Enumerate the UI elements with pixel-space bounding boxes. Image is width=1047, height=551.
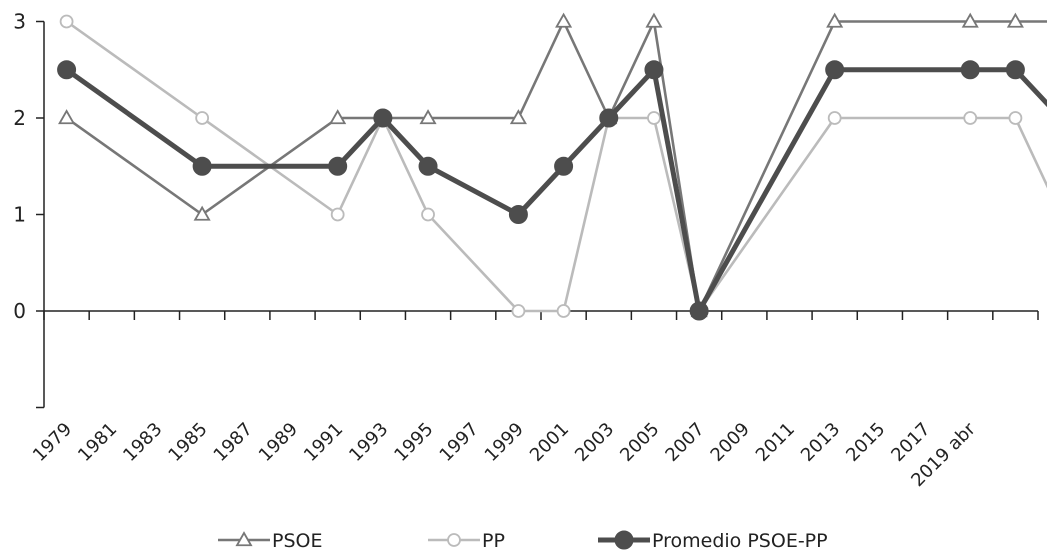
legend-item: Promedio PSOE-PP <box>598 530 828 551</box>
series-promedio-psoe-pp <box>57 60 1047 321</box>
y-tick-label: 3 <box>13 10 26 34</box>
legend-marker <box>614 530 634 550</box>
y-tick-label: 2 <box>13 106 26 130</box>
data-point <box>195 111 210 125</box>
legend-label: PSOE <box>272 530 322 551</box>
data-point <box>963 111 978 125</box>
chart-series <box>57 12 1047 321</box>
data-point <box>689 301 709 321</box>
x-tick-label: 2001 <box>526 419 573 466</box>
legend-marker <box>447 533 461 547</box>
chart-axes <box>43 21 1038 408</box>
data-point <box>1005 60 1025 80</box>
data-point <box>1008 111 1023 125</box>
data-point <box>647 111 661 125</box>
series-line <box>65 20 1047 313</box>
data-point <box>556 304 571 318</box>
chart-legend: PSOE PP Promedio PSOE-PP <box>218 530 828 551</box>
x-tick-label: 2003 <box>571 419 618 466</box>
data-point <box>826 12 844 28</box>
x-tick-label: 1983 <box>119 419 166 466</box>
data-point <box>330 207 345 222</box>
data-point <box>508 205 528 224</box>
x-tick-label: 1985 <box>164 419 211 466</box>
data-point <box>59 14 74 29</box>
data-point <box>827 111 842 125</box>
x-tick-label: 1991 <box>300 419 347 466</box>
y-axis-ticks: 0 1 2 3 <box>13 10 44 409</box>
x-tick-label: 2015 <box>842 419 889 466</box>
data-point <box>555 12 573 28</box>
data-point <box>961 12 979 28</box>
x-tick-label: 1997 <box>436 419 483 466</box>
x-tick-label: 2005 <box>616 419 663 466</box>
data-point <box>328 156 348 176</box>
data-point <box>418 156 438 176</box>
legend-label: Promedio PSOE-PP <box>652 530 828 551</box>
data-point <box>511 304 526 318</box>
series-line <box>65 20 1047 313</box>
data-point <box>554 156 574 176</box>
x-axis-ticks: 1979198119831985198719891991199319951997… <box>29 311 1039 491</box>
x-tick-label: 2013 <box>797 419 844 466</box>
data-point <box>421 207 435 222</box>
data-point <box>645 12 663 28</box>
data-point <box>960 60 980 80</box>
data-point <box>644 60 664 80</box>
x-tick-label: 1981 <box>74 419 121 466</box>
x-tick-label: 1999 <box>481 419 528 466</box>
data-point <box>329 109 347 125</box>
data-point <box>825 60 845 80</box>
data-point <box>58 109 76 125</box>
data-point <box>509 109 527 125</box>
series-line <box>65 67 1047 314</box>
data-point <box>193 205 211 221</box>
data-point <box>419 109 437 125</box>
x-tick-label: 2011 <box>752 419 799 466</box>
data-point <box>57 60 77 80</box>
legend-item: PSOE <box>218 530 322 551</box>
y-tick-label: 0 <box>13 299 26 323</box>
data-point <box>599 108 619 128</box>
x-tick-label: 1993 <box>345 419 392 466</box>
legend-item: PP <box>428 530 505 551</box>
data-point <box>1006 12 1024 28</box>
x-tick-label: 2007 <box>661 419 708 466</box>
data-point <box>192 156 212 176</box>
legend-marker <box>235 531 253 547</box>
x-tick-label: 1989 <box>255 419 302 466</box>
x-tick-label: 1979 <box>29 419 76 466</box>
x-tick-label: 1995 <box>390 419 437 466</box>
x-tick-label: 2009 <box>707 419 754 466</box>
legend-label: PP <box>482 530 505 551</box>
x-tick-label: 1987 <box>210 419 257 466</box>
data-point <box>373 108 393 128</box>
y-tick-label: 1 <box>13 203 26 227</box>
